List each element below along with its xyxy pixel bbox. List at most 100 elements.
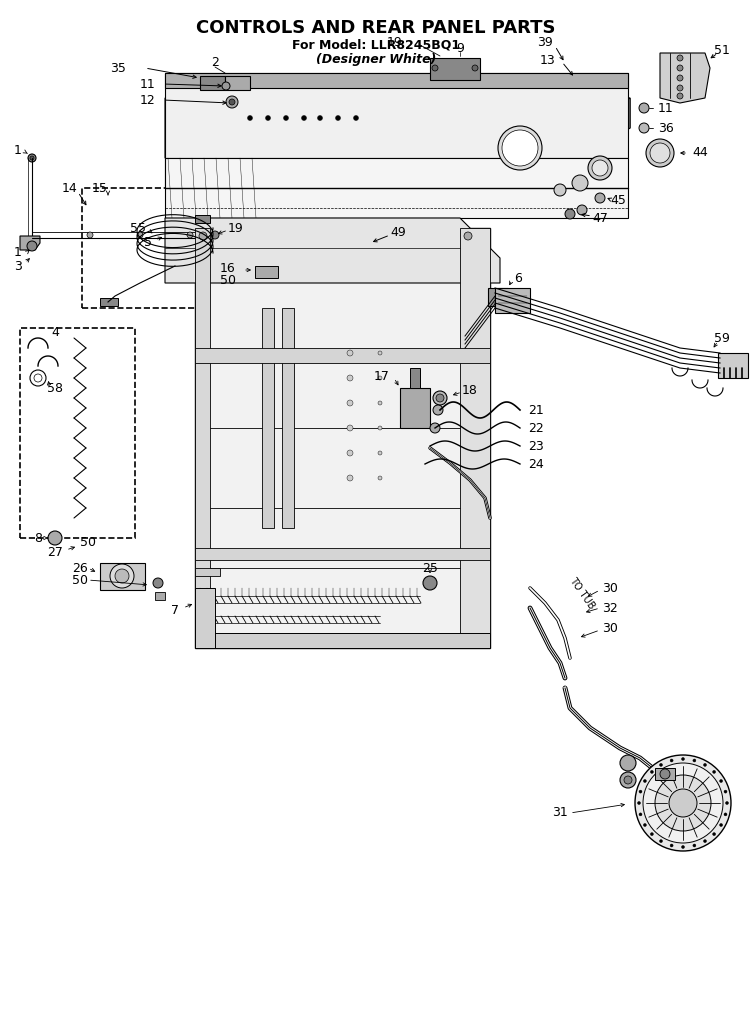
Circle shape (27, 241, 37, 251)
Text: For Model: LLR8245BQ1: For Model: LLR8245BQ1 (292, 38, 460, 51)
Circle shape (639, 123, 649, 133)
Circle shape (433, 405, 443, 415)
Polygon shape (165, 218, 500, 283)
Text: 6: 6 (514, 271, 522, 285)
Circle shape (565, 209, 575, 219)
Circle shape (638, 802, 641, 805)
Bar (20, 328, 135, 538)
Circle shape (677, 56, 683, 61)
Text: 44: 44 (692, 147, 708, 159)
Text: 7: 7 (171, 603, 179, 617)
Polygon shape (488, 288, 508, 306)
Circle shape (693, 844, 696, 847)
Polygon shape (200, 76, 225, 90)
Circle shape (681, 758, 684, 761)
Text: TO TUB: TO TUB (568, 576, 596, 611)
Polygon shape (20, 236, 40, 250)
Circle shape (247, 115, 253, 120)
Text: (Designer White): (Designer White) (316, 52, 436, 66)
Polygon shape (195, 348, 490, 363)
Text: 24: 24 (528, 457, 544, 471)
Circle shape (347, 350, 353, 356)
Text: 13: 13 (540, 53, 556, 67)
Text: 11: 11 (658, 102, 674, 114)
Text: 25: 25 (422, 561, 438, 575)
Polygon shape (495, 288, 530, 313)
Circle shape (724, 791, 727, 794)
Circle shape (677, 85, 683, 91)
Circle shape (226, 96, 238, 108)
Circle shape (378, 401, 382, 405)
Text: 9: 9 (456, 42, 464, 56)
Text: 58: 58 (47, 381, 63, 395)
Circle shape (670, 759, 673, 762)
Text: 55: 55 (130, 221, 146, 234)
Circle shape (704, 764, 706, 767)
Polygon shape (580, 98, 630, 158)
Bar (195, 228, 490, 648)
Polygon shape (100, 563, 145, 590)
Circle shape (28, 154, 36, 162)
Circle shape (655, 775, 711, 831)
Circle shape (650, 833, 653, 836)
Circle shape (677, 75, 683, 81)
Circle shape (650, 143, 670, 163)
Circle shape (110, 564, 134, 588)
Circle shape (572, 175, 588, 191)
Text: 3: 3 (14, 259, 22, 272)
Text: 22: 22 (528, 421, 544, 435)
Text: 1: 1 (14, 144, 22, 156)
Text: 23: 23 (528, 440, 544, 452)
Circle shape (87, 232, 93, 238)
Circle shape (211, 231, 219, 238)
Circle shape (677, 93, 683, 99)
Circle shape (335, 115, 341, 120)
Circle shape (222, 82, 230, 90)
Polygon shape (262, 308, 274, 528)
Polygon shape (225, 76, 250, 90)
Text: 50: 50 (72, 574, 88, 587)
Polygon shape (165, 73, 628, 88)
Polygon shape (195, 568, 220, 576)
Polygon shape (195, 548, 490, 560)
Polygon shape (195, 633, 490, 648)
Polygon shape (165, 73, 628, 158)
Text: 45: 45 (610, 193, 626, 207)
Circle shape (660, 840, 663, 843)
Circle shape (378, 426, 382, 430)
Polygon shape (100, 298, 118, 306)
Circle shape (644, 823, 647, 827)
Text: 49: 49 (390, 226, 406, 240)
Circle shape (347, 375, 353, 381)
Circle shape (502, 130, 538, 166)
Text: 2: 2 (211, 57, 219, 70)
Polygon shape (165, 158, 628, 218)
Circle shape (378, 476, 382, 480)
Circle shape (646, 139, 674, 167)
Text: 15: 15 (92, 182, 108, 194)
Circle shape (153, 578, 163, 588)
Text: 4: 4 (51, 327, 59, 339)
Text: 19: 19 (387, 37, 403, 49)
Text: 26: 26 (72, 561, 88, 575)
Circle shape (347, 475, 353, 481)
Polygon shape (155, 592, 165, 600)
Text: 35: 35 (110, 62, 126, 74)
Circle shape (48, 531, 62, 545)
Circle shape (199, 636, 207, 644)
Polygon shape (165, 98, 630, 158)
Circle shape (639, 813, 642, 816)
Circle shape (284, 115, 289, 120)
Text: 50: 50 (80, 537, 96, 550)
Polygon shape (660, 53, 710, 103)
Polygon shape (282, 308, 294, 528)
Circle shape (347, 450, 353, 456)
Text: 16: 16 (220, 261, 236, 274)
Circle shape (229, 99, 235, 105)
Bar (82, 188, 247, 308)
Circle shape (436, 394, 444, 402)
Circle shape (595, 193, 605, 203)
Circle shape (620, 755, 636, 771)
Text: 19: 19 (228, 221, 244, 234)
Circle shape (588, 156, 612, 180)
